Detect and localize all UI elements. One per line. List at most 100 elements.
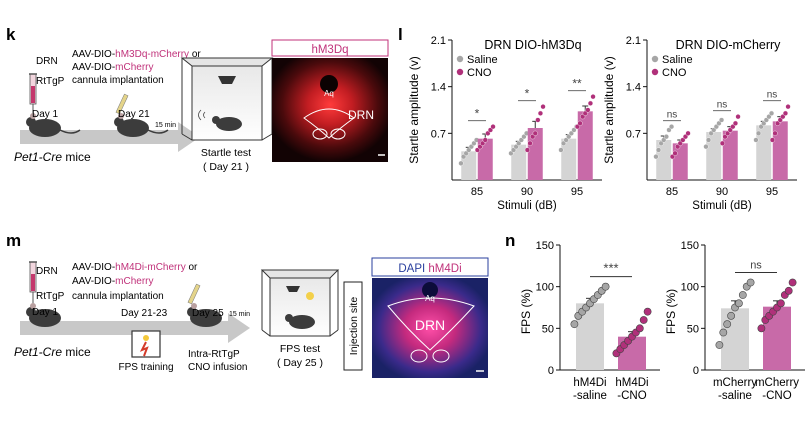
legend-label-cno: CNO: [467, 67, 492, 79]
data-point: [784, 286, 793, 295]
panel-letter-k: k: [6, 25, 16, 44]
data-point: [772, 130, 778, 136]
data-point: [735, 299, 743, 308]
x-tick-label: -saline: [718, 390, 752, 402]
data-point: [732, 120, 739, 126]
interval-15min: 15 min: [229, 311, 250, 318]
data-point: [482, 137, 488, 143]
y-tick-label: 150: [536, 240, 554, 252]
significance-label: ns: [750, 260, 762, 272]
data-point: [653, 154, 659, 160]
bar-cno-85: [477, 138, 493, 180]
y-axis-label: Startle amplitude (v): [602, 56, 616, 163]
x-axis-label: Stimuli (dB): [692, 200, 752, 212]
data-point: [458, 160, 464, 166]
legend-marker-cno: [651, 68, 659, 76]
startle-test-day: ( Day 21 ): [203, 161, 249, 173]
bar-saline-95: [561, 138, 577, 180]
image-title-hm3dq: hM3Dq: [311, 44, 348, 56]
data-point: [524, 147, 531, 153]
significance-label: ns: [767, 90, 778, 101]
interval-15min: 15 min: [155, 122, 176, 129]
data-point: [535, 117, 541, 123]
syringe-icon: [29, 73, 37, 118]
data-point: [746, 278, 755, 287]
y-tick-label: 1.4: [626, 82, 641, 94]
x-tick-label: 90: [521, 186, 533, 198]
mouse-line-label: Pet1-Cre mice: [14, 150, 91, 164]
significance-label: **: [572, 77, 582, 91]
y-tick-label: 150: [681, 240, 699, 252]
x-tick-label: mCherry: [713, 377, 757, 389]
rtgp-label: RtTgP: [36, 291, 65, 302]
data-point: [703, 144, 709, 150]
data-point: [735, 114, 741, 120]
data-point: [537, 110, 544, 116]
data-point: [705, 137, 712, 143]
legend-marker-saline: [456, 55, 464, 63]
bar-cno-95: [772, 121, 788, 180]
chart-drn-dio-hm3dq: 0.7 1.4 2.1 Startle amplitude (v) DRN DIO-hM…: [407, 35, 602, 212]
aav-line-1: AAV-DIO-hM3Dq-mCherry or: [72, 49, 201, 60]
cannula-text: cannula implantation: [72, 75, 164, 86]
data-point: [643, 307, 652, 316]
x-tick-label: hM4Di: [615, 377, 648, 389]
x-tick-label: -saline: [573, 390, 607, 402]
data-point: [601, 282, 610, 291]
x-axis-label: Stimuli (dB): [497, 200, 557, 212]
data-point: [718, 117, 725, 123]
day-21-label: Day 21: [118, 109, 150, 120]
panel-letter-n: n: [505, 231, 515, 250]
data-point: [723, 320, 732, 329]
data-point: [685, 130, 691, 136]
aq-label: Aq: [324, 89, 334, 98]
y-tick-label: 2.1: [626, 35, 641, 47]
syringe-icon: [29, 261, 37, 306]
data-point: [768, 110, 775, 116]
y-axis-label: FPS (%): [664, 289, 678, 334]
significance-label: ns: [667, 110, 678, 121]
data-point: [715, 341, 724, 349]
x-tick-label: 85: [666, 186, 678, 198]
injection-site-box: [343, 281, 363, 371]
timeline-arrow: [20, 122, 200, 152]
panel-k: k DRN RtTgP AAV-DIO-hM3Dq-mCherry or AAV…: [6, 25, 389, 173]
data-point: [738, 291, 747, 299]
bar-cno-90: [722, 130, 738, 180]
startle-chamber-icon: [180, 57, 274, 141]
y-tick-label: 50: [687, 323, 699, 335]
y-tick-label: 1.4: [431, 82, 446, 94]
aav-line-2: AAV-DIO-mCherry: [72, 276, 154, 287]
aav-line-1: AAV-DIO-hM4Di-mCherry or: [72, 262, 198, 273]
data-point: [577, 120, 583, 126]
day-25-label: Day 25: [192, 308, 224, 319]
fps-test-day: ( Day 25 ): [277, 357, 323, 369]
y-tick-label: 100: [681, 282, 699, 294]
hm4di-image: DAPI hM4Di Aq DRN: [371, 257, 489, 378]
cannula-text: cannula implantation: [72, 291, 164, 302]
chart-title: DRN DIO-hM3Dq: [484, 38, 581, 52]
data-point: [655, 147, 662, 153]
bar-saline-95: [756, 125, 772, 180]
bar-saline: [721, 308, 749, 370]
fps-chamber-icon: [260, 269, 340, 337]
y-tick-label: 50: [542, 323, 554, 335]
timeline-arrow: [20, 313, 250, 343]
y-tick-label: 0: [548, 365, 554, 377]
legend-marker-cno: [456, 68, 464, 76]
y-axis-label: Startle amplitude (v): [407, 56, 421, 163]
data-point: [558, 147, 564, 153]
data-point: [585, 107, 591, 113]
injection-site-label: Injection site: [348, 297, 360, 356]
bar-cno-90: [527, 128, 543, 180]
bar-cno-95: [577, 111, 593, 180]
mouse-with-cannula-icon: [187, 283, 222, 327]
fps-training-box-icon: [131, 330, 161, 358]
x-tick-label: 90: [716, 186, 728, 198]
y-tick-label: 100: [536, 282, 554, 294]
startle-test-title: Startle test: [201, 147, 251, 159]
data-point: [785, 104, 791, 110]
data-point: [782, 110, 789, 116]
